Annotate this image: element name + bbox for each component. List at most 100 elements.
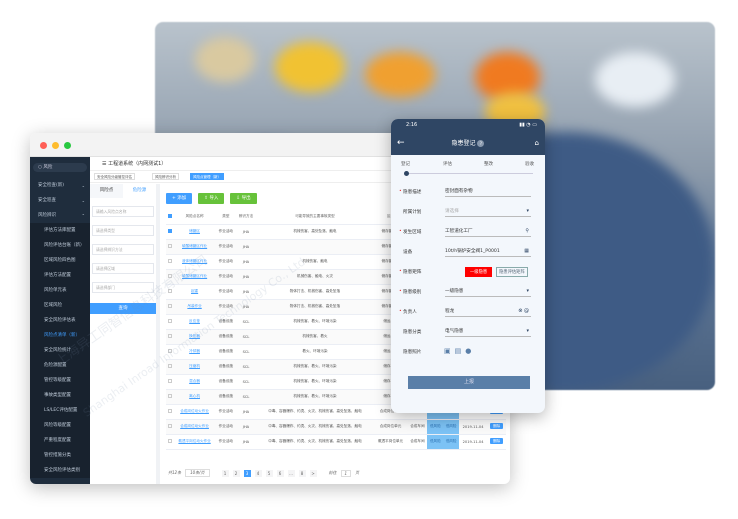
microphone-icon[interactable]: ● xyxy=(465,347,476,355)
risk-point-link[interactable]: 混合器 xyxy=(173,374,216,390)
location-pin-icon[interactable]: ⚲ xyxy=(525,228,529,234)
row-checkbox[interactable] xyxy=(166,419,174,435)
home-icon[interactable]: ⌂ xyxy=(534,139,539,147)
back-arrow-icon[interactable]: ← xyxy=(397,138,405,148)
row-checkbox[interactable] xyxy=(166,434,174,450)
scan-icon[interactable]: ▦ xyxy=(524,248,529,254)
row-checkbox[interactable] xyxy=(166,284,174,300)
field-input[interactable]: 密封面有杂物 xyxy=(445,188,531,197)
tab-3-active[interactable]: 风险点管理（新） xyxy=(190,173,224,180)
goto-input[interactable]: 1 xyxy=(340,469,352,477)
sidebar-item[interactable]: 风险单元表 xyxy=(30,283,90,298)
risk-point-link[interactable]: 压缩机 xyxy=(173,359,216,375)
clear-and-contact-icon[interactable]: ⊗ @ xyxy=(518,308,529,314)
page-button[interactable]: 2 xyxy=(232,469,240,477)
page-button[interactable]: 6 xyxy=(276,469,284,477)
filter-tab-1[interactable]: 风险点 xyxy=(90,184,123,198)
risk-point-link[interactable]: 起重 xyxy=(173,284,216,300)
risk-point-link[interactable]: 硫酸储罐区作业 xyxy=(173,239,216,255)
sidebar-item[interactable]: 事故类型配置 xyxy=(30,388,90,403)
row-checkbox[interactable] xyxy=(166,389,174,405)
page-button[interactable]: 5 xyxy=(265,469,273,477)
page-button[interactable]: ... xyxy=(287,469,295,477)
camera-icon[interactable]: ▤ xyxy=(454,347,466,355)
dropdown-arrow-icon[interactable]: ▾ xyxy=(526,288,529,294)
risk-point-link[interactable]: 冷却器 xyxy=(173,344,216,360)
filter-name-input[interactable]: 请输入风险点名称 xyxy=(92,206,154,217)
image-upload-icon[interactable]: ▣ xyxy=(444,347,455,355)
sidebar-item[interactable]: 安全检查(新) ⌄ xyxy=(30,178,90,193)
risk-point-link[interactable]: 离心机 xyxy=(173,389,216,405)
select-all-checkbox[interactable] xyxy=(166,209,174,225)
risk-point-link[interactable]: 吊装作业 xyxy=(173,299,216,315)
risk-point-link[interactable]: 氨透平岗位动火作业 xyxy=(173,434,216,450)
delete-button[interactable]: 删除 xyxy=(490,423,504,429)
row-checkbox[interactable] xyxy=(166,299,174,315)
field-input[interactable]: 10t/h锅炉安全阀1_P0001 xyxy=(445,248,531,257)
risk-point-link[interactable]: 换热器 xyxy=(173,329,216,345)
import-button[interactable]: ⇧ 导入 xyxy=(198,193,225,204)
risk-matrix-button[interactable]: 隐患评估矩阵 xyxy=(496,267,528,277)
sidebar-item[interactable]: 管控等级配置 xyxy=(30,373,90,388)
filter-type-select[interactable]: 请选择类型 xyxy=(92,225,154,236)
risk-point-link[interactable]: 储罐区 xyxy=(173,224,216,240)
row-checkbox[interactable] xyxy=(166,404,174,420)
sidebar-item[interactable]: 安全风险评估表 xyxy=(30,313,90,328)
field-input[interactable]: 工智道化工厂 xyxy=(445,228,531,237)
field-input[interactable]: 程龙 xyxy=(445,308,531,317)
sidebar-item[interactable]: 管控措施分类 xyxy=(30,448,90,463)
tab-1[interactable]: 安全风险分级管控评估 xyxy=(94,173,135,180)
sidebar-item[interactable]: 严重程度配置 xyxy=(30,433,90,448)
maximize-window-button[interactable] xyxy=(64,142,71,149)
row-checkbox[interactable] xyxy=(166,374,174,390)
sidebar-item[interactable]: 安全风险统计 xyxy=(30,343,90,358)
filter-area-select[interactable]: 请选择区域 xyxy=(92,263,154,274)
page-button[interactable]: 3 xyxy=(243,469,251,477)
filter-dept-select[interactable]: 请选择部门 xyxy=(92,282,154,293)
row-checkbox[interactable] xyxy=(166,344,174,360)
sidebar-item[interactable]: 评估方法库配置 xyxy=(30,223,90,238)
page-button[interactable]: 1 xyxy=(221,469,229,477)
risk-point-link[interactable]: 液体储罐区作业 xyxy=(173,254,216,270)
risk-point-link[interactable]: 合成岗位动火作业 xyxy=(173,404,216,420)
sidebar-item[interactable]: 区域风险四色图 xyxy=(30,253,90,268)
sidebar-item[interactable]: 风险评估台账（新） xyxy=(30,238,90,253)
sidebar-item[interactable]: 危险源配置 xyxy=(30,358,90,373)
filter-method-select[interactable]: 请选择辨识方法 xyxy=(92,244,154,255)
row-checkbox[interactable] xyxy=(166,254,174,270)
row-checkbox[interactable] xyxy=(166,359,174,375)
row-checkbox[interactable] xyxy=(166,224,174,240)
sidebar-item[interactable]: 安全巡查 ⌄ xyxy=(30,193,90,208)
page-button[interactable]: 4 xyxy=(254,469,262,477)
risk-point-link[interactable]: 合成岗位动火作业 xyxy=(173,419,216,435)
risk-level-badge[interactable]: 一级隐患 xyxy=(465,267,493,277)
export-button[interactable]: ⇩ 导出 xyxy=(230,193,257,204)
sidebar-item[interactable]: LS/LEC评估配置 xyxy=(30,403,90,418)
row-checkbox[interactable] xyxy=(166,329,174,345)
row-checkbox[interactable] xyxy=(166,269,174,285)
filter-tab-2[interactable]: 危险源 xyxy=(123,184,156,198)
plan-select[interactable]: 请选择 xyxy=(445,208,531,217)
sidebar-item[interactable]: 评估方法配置 xyxy=(30,268,90,283)
sidebar-item[interactable]: 风险点清单（新） xyxy=(30,328,90,343)
help-icon[interactable]: ? xyxy=(477,140,485,147)
row-checkbox[interactable] xyxy=(166,239,174,255)
dropdown-arrow-icon[interactable]: ▾ xyxy=(526,208,529,214)
risk-point-link[interactable]: 反应釜 xyxy=(173,314,216,330)
page-button[interactable]: > xyxy=(309,469,317,477)
submit-button[interactable]: 上报 xyxy=(408,376,530,389)
sidebar-search[interactable]: ○ 风险 xyxy=(33,163,87,172)
sidebar-item[interactable]: 风险等级配置 xyxy=(30,418,90,433)
sidebar-item[interactable]: 安全风险评估类别 xyxy=(30,463,90,478)
tab-2[interactable]: 风险辨识分析 xyxy=(152,173,179,180)
delete-button[interactable]: 删除 xyxy=(490,438,504,444)
add-button[interactable]: + 添加 xyxy=(166,193,193,204)
risk-point-link[interactable]: 硫酸储罐区作业 xyxy=(173,269,216,285)
row-checkbox[interactable] xyxy=(166,314,174,330)
page-size-select[interactable]: 10条/页 xyxy=(185,469,210,477)
page-button[interactable]: 8 xyxy=(298,469,306,477)
field-input[interactable]: 电气隐患 xyxy=(445,328,531,337)
close-window-button[interactable] xyxy=(40,142,47,149)
field-input[interactable]: 一级隐患 xyxy=(445,288,531,297)
sidebar-item[interactable]: 风险辨识 ⌃ xyxy=(30,208,90,223)
